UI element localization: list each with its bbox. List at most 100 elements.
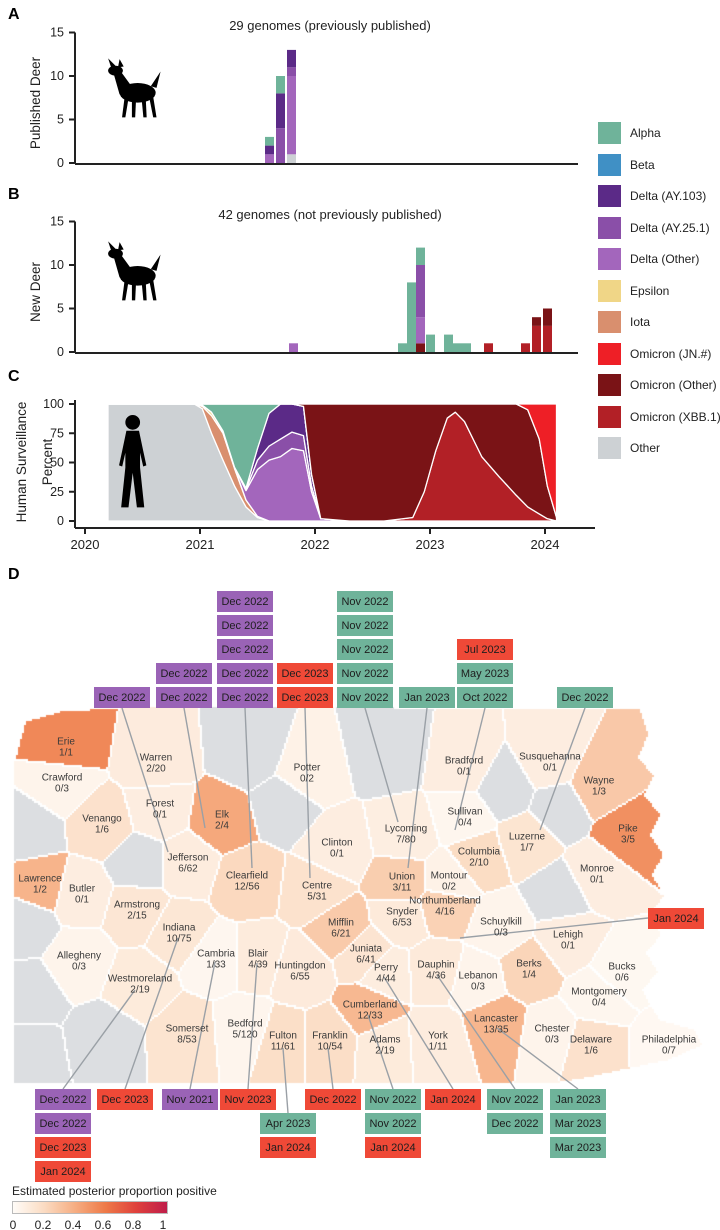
leader-line (124, 937, 179, 1090)
leader-line (327, 1047, 334, 1090)
legend-item: Other (598, 433, 718, 465)
sample-date-box: Dec 2022 (217, 591, 273, 612)
y-tick-label: 5 (57, 302, 64, 316)
leader-line (244, 707, 253, 869)
bar-segment-omicron_xbb (521, 343, 530, 352)
sample-date-box: Nov 2022 (337, 663, 393, 684)
sample-date-box: Dec 2022 (156, 687, 212, 708)
legend-label: Omicron (JN.#) (630, 346, 712, 361)
bar-segment-delta_other (287, 76, 296, 155)
legend-swatch-delta_ay103 (598, 185, 621, 207)
bar-segment-delta_other (265, 154, 274, 163)
legend-item: Delta (Other) (598, 244, 718, 276)
x-tick-label: 2021 (186, 537, 215, 552)
colorbar-tick: 0.4 (64, 1218, 82, 1230)
sample-date-box: Dec 2023 (97, 1089, 153, 1110)
sample-date-box: Dec 2022 (156, 663, 212, 684)
sample-date-box: May 2023 (457, 663, 513, 684)
sample-date-box: Jan 2024 (425, 1089, 481, 1110)
y-tick-label: 25 (50, 485, 64, 499)
legend-label: Alpha (630, 126, 661, 140)
colorbar-tick: 1 (159, 1218, 167, 1230)
sample-date-box: Dec 2022 (94, 687, 150, 708)
bar-segment-alpha (398, 343, 407, 352)
panel-c-letter: C (8, 368, 20, 385)
legend-label: Beta (630, 157, 655, 172)
bar-segment-omicron_xbb (543, 325, 552, 352)
legend-item: Iota (598, 307, 718, 339)
leader-line (407, 707, 428, 869)
leader-line (539, 707, 586, 831)
bar-segment-delta_ay103 (287, 49, 296, 68)
y-tick-label: 15 (50, 26, 64, 40)
legend-item: Delta (AY.25.1) (598, 213, 718, 245)
bar-segment-delta_ay103 (265, 145, 274, 155)
sample-date-box: Nov 2022 (337, 687, 393, 708)
legend-swatch-other (598, 437, 621, 459)
legend-swatch-omicron_jn (598, 342, 621, 365)
sample-date-box: Nov 2023 (220, 1089, 276, 1110)
sample-date-box: Nov 2022 (365, 1089, 421, 1110)
bar-segment-delta_other (416, 317, 425, 344)
bar-segment-omicron_other (543, 308, 552, 326)
bar-segment-alpha (416, 247, 425, 265)
area-omicron_jn (107, 403, 558, 519)
sample-date-box: Jan 2023 (399, 687, 455, 708)
y-axis-outer-title: Human Surveillance (14, 402, 29, 523)
human-icon (119, 415, 147, 508)
sample-date-box: Nov 2022 (337, 591, 393, 612)
bar-segment-alpha (453, 343, 462, 352)
bar-segment-alpha (276, 76, 285, 94)
sample-date-box: Dec 2022 (487, 1113, 543, 1134)
leader-line (364, 707, 399, 823)
bar-segment-delta_ay251 (287, 67, 296, 76)
x-tick-label: 2023 (416, 537, 445, 552)
legend-label: Omicron (Other) (630, 378, 717, 392)
leader-line (454, 707, 486, 831)
pennsylvania-county-map (0, 693, 720, 1093)
legend-label: Iota (630, 315, 651, 329)
leader-line (62, 989, 136, 1090)
colorbar-tick: 0.8 (124, 1218, 142, 1230)
y-tick-label: 10 (50, 69, 64, 83)
panel_c: 0 25 50 75 100 2020 2021 2022 2023 2024 Percent Hum… (14, 397, 595, 552)
bar-segment-delta_ay103 (276, 93, 285, 129)
panel-a-letter: A (8, 6, 20, 23)
sample-date-box: Nov 2022 (487, 1089, 543, 1110)
bar-segment-alpha (444, 334, 453, 352)
legend-swatch-delta_ay251 (598, 216, 621, 239)
leader-line (436, 974, 516, 1090)
leader-line (183, 707, 206, 829)
legend-item: Epsilon (598, 276, 718, 308)
legend-swatch-epsilon (598, 279, 621, 302)
y-tick-label: 15 (50, 215, 64, 229)
y-tick-label: 75 (50, 426, 64, 440)
y-tick-label: 0 (57, 514, 64, 528)
panel_b: 0 5 10 15 New Deer 42 genomes (not previously… (28, 207, 578, 359)
sample-date-box: Jan 2024 (260, 1137, 316, 1158)
sample-date-box: Nov 2022 (337, 615, 393, 636)
sample-date-box: Oct 2022 (457, 687, 513, 708)
sample-date-box: Mar 2023 (550, 1113, 606, 1134)
legend-item: Omicron (JN.#) (598, 339, 718, 371)
sample-date-box: Jan 2024 (365, 1137, 421, 1158)
bar-segment-delta_other (289, 343, 298, 352)
panel-title: 29 genomes (previously published) (229, 18, 431, 33)
legend-swatch-iota (598, 311, 621, 333)
panel_a: 0 5 10 15 Published Deer 29 genomes (previous… (28, 18, 578, 170)
legend-item: Omicron (Other) (598, 370, 718, 402)
leader-line (496, 1027, 579, 1090)
legend-item: Alpha (598, 118, 718, 150)
bar-segment-alpha (407, 282, 416, 352)
legend-swatch-omicron_other (598, 374, 621, 396)
bar-segment-delta_ay251 (416, 265, 425, 318)
legend-swatch-delta_other (598, 248, 621, 270)
leader-line (121, 707, 169, 853)
map-leader-lines (62, 707, 649, 1114)
sample-date-box: Apr 2023 (260, 1113, 316, 1134)
colorbar-tick: 0.2 (34, 1218, 52, 1230)
sample-date-box: Jan 2024 (35, 1161, 91, 1182)
leader-line (282, 1047, 289, 1114)
legend-item: Omicron (XBB.1) (598, 402, 720, 434)
sample-date-box: Nov 2022 (337, 639, 393, 660)
